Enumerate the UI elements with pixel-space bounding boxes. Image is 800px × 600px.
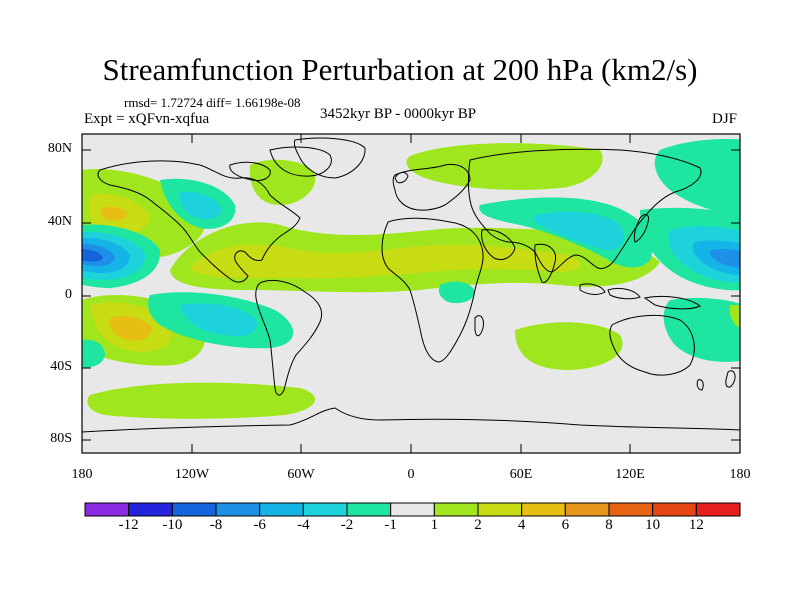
colorbar-label: 6 (561, 517, 570, 533)
experiment-label: Expt = xQFvn-xqfua (84, 111, 210, 127)
lon-label-60e: 60E (509, 467, 533, 482)
colorbar-swatch (346, 502, 392, 517)
colorbar-label: -12 (118, 517, 139, 533)
colorbar-label: -4 (297, 517, 310, 533)
lon-label-120e: 120E (615, 467, 645, 482)
lat-label-40n: 40N (47, 214, 72, 229)
colorbar-label: 12 (688, 517, 704, 533)
colorbar-label: -1 (384, 517, 397, 533)
colorbar-swatch (652, 502, 697, 517)
colorbar-swatch (171, 502, 217, 517)
lat-label-40s: 40S (50, 359, 72, 374)
stats-text: rmsd= 1.72724 diff= 1.66198e-08 (124, 95, 301, 110)
colorbar-label: -2 (340, 517, 354, 533)
colorbar-swatch (390, 502, 435, 517)
colorbar-swatch (259, 502, 304, 517)
colorbar-label: 10 (645, 517, 661, 533)
colorbar-swatch (477, 502, 523, 517)
colorbar-label: 4 (517, 517, 526, 533)
lon-label-60w: 60W (287, 467, 315, 482)
coastlines (82, 137, 740, 433)
colorbar-label: 2 (474, 517, 482, 533)
colorbar-swatch (128, 502, 173, 517)
lat-label-0: 0 (65, 287, 72, 302)
colorbar-label: 8 (605, 517, 613, 533)
colorbar-swatch (84, 502, 130, 517)
period-label: 3452kyr BP - 0000kyr BP (320, 106, 477, 122)
colorbar-label: -6 (253, 517, 266, 533)
lon-label-180w: 180 (71, 467, 93, 482)
lon-label-0: 0 (407, 467, 415, 482)
plot-title: Streamfunction Perturbation at 200 hPa (… (102, 52, 698, 87)
season-label: DJF (712, 111, 738, 127)
lon-label-180e: 180 (729, 467, 751, 482)
colorbar-swatch (215, 502, 261, 517)
colorbar-swatch (564, 502, 610, 517)
axis-ticks (81, 134, 741, 453)
colorbar-swatch (302, 502, 348, 517)
lat-label-80n: 80N (47, 141, 72, 156)
colorbar-swatch (521, 502, 566, 517)
colorbar-swatch (608, 502, 654, 517)
contour-field (82, 139, 740, 419)
colorbar-label: -8 (209, 517, 223, 533)
colorbar-label: 1 (430, 517, 439, 533)
colorbar-swatch (433, 502, 479, 517)
lat-label-80s: 80S (50, 431, 72, 446)
colorbar-label: -10 (162, 517, 183, 533)
colorbar-swatch (695, 502, 741, 517)
colorbar (84, 502, 741, 517)
lon-label-120w: 120W (174, 467, 210, 482)
